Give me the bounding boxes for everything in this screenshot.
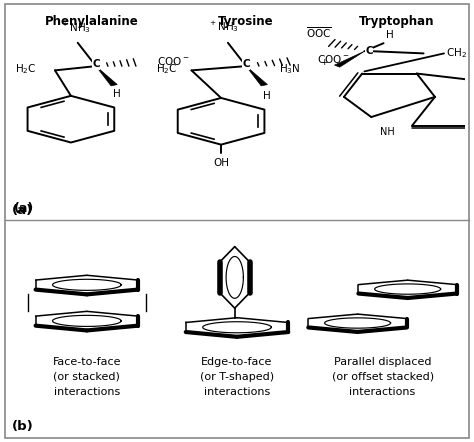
Text: Edge-to-face: Edge-to-face: [201, 357, 273, 367]
Text: Face-to-face: Face-to-face: [53, 357, 121, 367]
Text: interactions: interactions: [349, 387, 416, 396]
Text: interactions: interactions: [54, 387, 120, 396]
Text: (a): (a): [14, 202, 34, 215]
Text: interactions: interactions: [204, 387, 270, 396]
Polygon shape: [96, 66, 117, 86]
Text: $\mathregular{^+NH_3}$: $\mathregular{^+NH_3}$: [208, 19, 239, 34]
Text: (or stacked): (or stacked): [54, 372, 120, 382]
Text: COO$^-$: COO$^-$: [157, 55, 190, 67]
Text: H$_2$C: H$_2$C: [15, 62, 37, 76]
Text: C: C: [92, 59, 100, 69]
Text: H$_3$N: H$_3$N: [279, 62, 301, 76]
Text: H: H: [263, 91, 271, 100]
Text: Parallel displaced: Parallel displaced: [334, 357, 431, 367]
Polygon shape: [246, 66, 267, 86]
Text: CH$_2$: CH$_2$: [447, 46, 467, 60]
Text: OH: OH: [213, 158, 229, 168]
Text: $\mathregular{^+NH_3}$: $\mathregular{^+NH_3}$: [60, 20, 91, 35]
Text: Tryptophan: Tryptophan: [358, 15, 434, 28]
Text: Tyrosine: Tyrosine: [219, 15, 274, 28]
Text: NH: NH: [380, 126, 394, 137]
Text: +: +: [319, 58, 327, 68]
Text: (b): (b): [12, 420, 34, 433]
Text: (or T-shaped): (or T-shaped): [200, 372, 274, 382]
Text: H: H: [385, 30, 393, 40]
Text: $\overline{\mathrm{OOC}}$: $\overline{\mathrm{OOC}}$: [306, 25, 332, 40]
Text: H$_2$C: H$_2$C: [156, 62, 178, 76]
Text: (a): (a): [12, 204, 33, 217]
Text: C: C: [365, 46, 373, 56]
Text: Phenylalanine: Phenylalanine: [45, 15, 138, 28]
Text: C: C: [242, 59, 250, 69]
Polygon shape: [335, 51, 365, 67]
Text: COO$^-$: COO$^-$: [317, 53, 349, 65]
Text: (or offset stacked): (or offset stacked): [331, 372, 434, 382]
Text: H: H: [112, 89, 120, 99]
